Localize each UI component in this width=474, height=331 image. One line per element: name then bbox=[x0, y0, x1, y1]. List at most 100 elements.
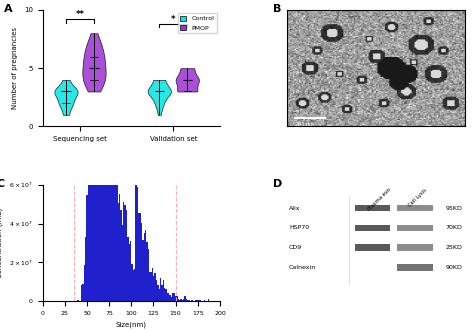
Bar bbox=[191, 300, 192, 301]
Bar bbox=[184, 296, 186, 301]
Bar bbox=[160, 278, 161, 301]
Bar bbox=[134, 269, 136, 301]
Bar bbox=[355, 205, 390, 211]
Bar bbox=[91, 0, 92, 301]
Bar bbox=[171, 297, 172, 301]
Bar bbox=[208, 299, 209, 301]
Bar bbox=[114, 110, 115, 301]
X-axis label: Size(nm): Size(nm) bbox=[116, 321, 147, 328]
Bar bbox=[179, 300, 181, 301]
Text: HSP70: HSP70 bbox=[289, 225, 309, 230]
Text: Calnexin: Calnexin bbox=[289, 265, 316, 270]
Text: CD9: CD9 bbox=[289, 245, 302, 250]
Bar bbox=[131, 264, 133, 301]
Bar bbox=[397, 205, 433, 211]
Bar bbox=[203, 300, 205, 301]
Bar bbox=[104, 0, 105, 301]
Bar bbox=[159, 289, 160, 301]
Bar bbox=[165, 289, 167, 301]
Text: C: C bbox=[0, 179, 5, 189]
Bar bbox=[172, 293, 173, 301]
Bar bbox=[78, 300, 80, 301]
Bar bbox=[141, 223, 142, 301]
Bar bbox=[167, 293, 168, 301]
Bar bbox=[149, 272, 150, 301]
Bar bbox=[139, 213, 141, 301]
Bar bbox=[355, 224, 390, 231]
Bar bbox=[119, 194, 120, 301]
Bar bbox=[128, 244, 130, 301]
Bar bbox=[136, 175, 137, 301]
Bar bbox=[195, 300, 197, 301]
Bar bbox=[355, 244, 390, 251]
Bar bbox=[198, 300, 200, 301]
Bar bbox=[133, 270, 134, 301]
Legend: Control, PMOP: Control, PMOP bbox=[178, 13, 217, 33]
Bar bbox=[173, 293, 175, 301]
Bar bbox=[99, 0, 100, 301]
Bar bbox=[94, 0, 96, 301]
Bar bbox=[142, 240, 144, 301]
Text: 70KD: 70KD bbox=[446, 225, 463, 230]
Bar bbox=[397, 244, 433, 251]
Bar bbox=[147, 249, 149, 301]
Bar bbox=[138, 213, 139, 301]
Text: Plasma exo: Plasma exo bbox=[367, 187, 392, 212]
Bar bbox=[100, 0, 101, 301]
Bar bbox=[122, 225, 123, 301]
Bar bbox=[144, 233, 145, 301]
Bar bbox=[101, 0, 103, 301]
Text: D: D bbox=[273, 179, 283, 189]
Bar bbox=[81, 285, 82, 301]
Bar bbox=[168, 293, 170, 301]
Text: 90KD: 90KD bbox=[446, 265, 463, 270]
Bar bbox=[155, 273, 156, 301]
Text: *: * bbox=[171, 15, 175, 24]
Bar bbox=[397, 264, 433, 271]
Y-axis label: Number of pregnancies: Number of pregnancies bbox=[12, 27, 18, 109]
Bar bbox=[120, 210, 122, 301]
Bar bbox=[127, 237, 128, 301]
Bar bbox=[130, 241, 131, 301]
Bar bbox=[116, 154, 118, 301]
Bar bbox=[105, 0, 107, 301]
Text: 25KD: 25KD bbox=[446, 245, 463, 250]
Text: Alix: Alix bbox=[289, 206, 301, 211]
Text: **: ** bbox=[75, 10, 84, 19]
Bar bbox=[146, 242, 147, 301]
Bar bbox=[109, 0, 111, 301]
Bar bbox=[161, 285, 163, 301]
Bar bbox=[77, 300, 78, 301]
Bar bbox=[82, 284, 83, 301]
Bar bbox=[126, 210, 127, 301]
Bar bbox=[108, 0, 109, 301]
Bar bbox=[88, 138, 89, 301]
Bar bbox=[137, 187, 138, 301]
Bar bbox=[164, 288, 165, 301]
Bar bbox=[200, 300, 201, 301]
Bar bbox=[181, 299, 182, 301]
Bar bbox=[163, 280, 164, 301]
Bar bbox=[115, 161, 116, 301]
Bar bbox=[97, 0, 99, 301]
Bar bbox=[153, 276, 155, 301]
Bar bbox=[197, 300, 198, 301]
Bar bbox=[186, 299, 187, 301]
Bar bbox=[157, 285, 159, 301]
Bar bbox=[111, 24, 112, 301]
Bar bbox=[86, 195, 88, 301]
Bar bbox=[182, 300, 183, 301]
Y-axis label: Concentration (/mL): Concentration (/mL) bbox=[0, 208, 3, 278]
Bar bbox=[178, 299, 179, 301]
Bar bbox=[92, 0, 93, 301]
Bar bbox=[89, 44, 91, 301]
Bar bbox=[123, 202, 125, 301]
Bar bbox=[93, 0, 94, 301]
Bar bbox=[187, 300, 189, 301]
Bar bbox=[176, 296, 178, 301]
Text: B: B bbox=[273, 4, 282, 14]
Bar bbox=[85, 237, 86, 301]
Text: Cell Lysis: Cell Lysis bbox=[408, 187, 428, 208]
Bar bbox=[170, 295, 171, 301]
Bar bbox=[150, 272, 152, 301]
